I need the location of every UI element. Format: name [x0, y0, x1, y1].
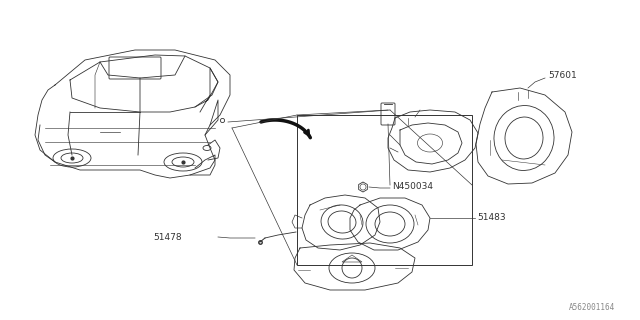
Text: 51478: 51478	[154, 234, 182, 243]
Bar	[297, 115, 472, 265]
Text: A562001164: A562001164	[569, 303, 615, 312]
Text: 57601: 57601	[548, 70, 577, 79]
Text: 51483: 51483	[477, 213, 506, 222]
Text: N450034: N450034	[392, 181, 433, 190]
